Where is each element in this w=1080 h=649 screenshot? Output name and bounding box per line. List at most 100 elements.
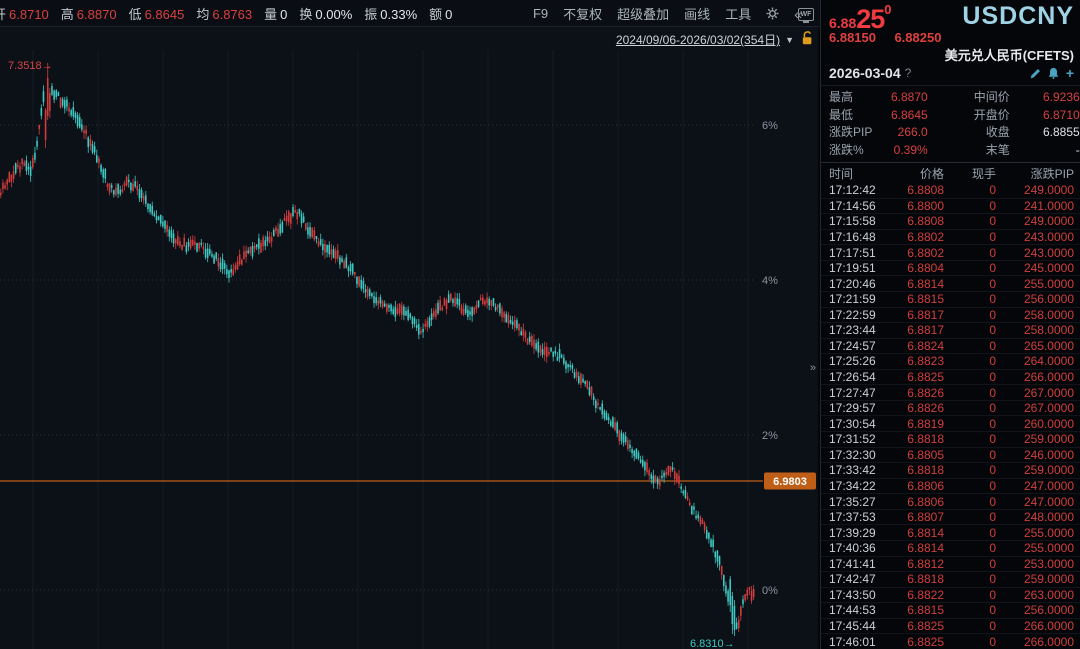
tick-time: 17:32:30: [829, 447, 876, 462]
unlock-icon[interactable]: [801, 31, 814, 48]
tick-pip: 256.0000: [1023, 603, 1074, 618]
menu-item-不复权[interactable]: 不复权: [563, 4, 602, 23]
tick-pip: 245.0000: [1023, 261, 1074, 276]
tick-row[interactable]: 17:25:26 6.8823 0 264.0000: [821, 354, 1080, 370]
tick-price: 6.8815: [907, 603, 944, 618]
tick-time: 17:20:46: [829, 276, 876, 291]
tick-row[interactable]: 17:27:47 6.8826 0 267.0000: [821, 385, 1080, 401]
tick-price: 6.8823: [907, 354, 944, 369]
date-range-label: 2024/09/06-2026/03/02(354日): [615, 33, 781, 47]
tick-row[interactable]: 17:42:47 6.8818 0 259.0000: [821, 572, 1080, 588]
tick-row[interactable]: 17:26:54 6.8825 0 266.0000: [821, 370, 1080, 386]
tick-price: 6.8808: [907, 214, 944, 229]
tick-row[interactable]: 17:43:50 6.8822 0 263.0000: [821, 588, 1080, 604]
stat-开: 开6.8710: [0, 6, 49, 22]
tick-hand: 0: [989, 307, 996, 322]
tick-row[interactable]: 17:16:48 6.8802 0 243.0000: [821, 230, 1080, 246]
tick-hand: 0: [989, 634, 996, 649]
tick-pip: 267.0000: [1023, 401, 1074, 416]
gear-icon[interactable]: [766, 7, 779, 20]
edit-icon[interactable]: [1030, 68, 1041, 79]
summary-label: 涨跌%: [829, 142, 864, 157]
tick-pip: 247.0000: [1023, 478, 1074, 493]
summary-value: 6.8855: [1043, 125, 1080, 139]
tick-table: 17:12:42 6.8808 0 249.0000 17:14:56 6.8800 0 24…: [821, 183, 1080, 649]
menu-item-超级叠加[interactable]: 超级叠加: [617, 4, 669, 23]
tick-row[interactable]: 17:39:29 6.8814 0 255.0000: [821, 525, 1080, 541]
tick-pip: 263.0000: [1023, 587, 1074, 602]
tick-row[interactable]: 17:45:44 6.8825 0 266.0000: [821, 619, 1080, 635]
tick-col-涨跌PIP: 涨跌PIP: [1030, 166, 1074, 181]
tick-row[interactable]: 17:41:41 6.8812 0 253.0000: [821, 557, 1080, 573]
tick-row[interactable]: 17:21:59 6.8815 0 256.0000: [821, 292, 1080, 308]
tick-row[interactable]: 17:12:42 6.8808 0 249.0000: [821, 183, 1080, 199]
tick-time: 17:40:36: [829, 541, 876, 556]
tick-pip: 249.0000: [1023, 214, 1074, 229]
tick-row[interactable]: 17:20:46 6.8814 0 255.0000: [821, 276, 1080, 292]
tick-table-header: 时间 价格 现手 涨跌PIP: [821, 163, 1080, 183]
tick-pip: 266.0000: [1023, 370, 1074, 385]
tick-hand: 0: [989, 261, 996, 276]
tick-hand: 0: [989, 416, 996, 431]
svg-text:6.9803: 6.9803: [773, 476, 807, 488]
tick-time: 17:23:44: [829, 323, 876, 338]
tick-row[interactable]: 17:23:44 6.8817 0 258.0000: [821, 323, 1080, 339]
tick-pip: 266.0000: [1023, 619, 1074, 634]
tick-price: 6.8817: [907, 307, 944, 322]
tick-row[interactable]: 17:22:59 6.8817 0 258.0000: [821, 308, 1080, 324]
help-icon[interactable]: ?: [904, 66, 912, 80]
tick-pip: 241.0000: [1023, 198, 1074, 213]
tick-row[interactable]: 17:33:42 6.8818 0 259.0000: [821, 463, 1080, 479]
summary-value: 6.8710: [1043, 107, 1080, 122]
last-price-sup: 0: [884, 2, 892, 17]
tick-hand: 0: [989, 354, 996, 369]
tick-hand: 0: [989, 198, 996, 213]
alert-bell-icon[interactable]: [1048, 67, 1059, 79]
last-price: 6.88250: [829, 2, 892, 35]
tick-price: 6.8814: [907, 541, 944, 556]
tick-row[interactable]: 17:34:22 6.8806 0 247.0000: [821, 479, 1080, 495]
tick-pip: 258.0000: [1023, 307, 1074, 322]
quote-summary: 最高 6.8870 中间价 6.9236 最低 6.8645 开盘价 6.8710 涨跌PIP 2…: [821, 85, 1080, 163]
stat-均: 均 6.8763: [196, 6, 253, 22]
tick-row[interactable]: 17:19:51 6.8804 0 245.0000: [821, 261, 1080, 277]
svg-text:0%: 0%: [762, 585, 778, 597]
summary-label: 涨跌PIP: [829, 125, 873, 139]
tick-pip: 247.0000: [1023, 494, 1074, 509]
session-stats: 开6.8710 高6.8870 低6.8645 均6.8763 量0 换0.00% 振0.3…: [0, 4, 452, 23]
tick-row[interactable]: 17:35:27 6.8806 0 247.0000: [821, 494, 1080, 510]
panel-resize-handle[interactable]: »: [809, 362, 816, 374]
quote-panel: 6.88250 USDCNY 6.88150 6.88250 美元兑人民币(CF…: [820, 0, 1080, 649]
tick-price: 6.8814: [907, 525, 944, 540]
tick-hand: 0: [989, 541, 996, 556]
tick-row[interactable]: 17:32:30 6.8805 0 246.0000: [821, 448, 1080, 464]
candlestick-chart[interactable]: 6% 4% 2% 0% 6.9803 7.3518→ 6.8310→: [0, 27, 818, 649]
menu-item-画线[interactable]: 画线: [684, 4, 710, 23]
tick-row[interactable]: 17:40:36 6.8814 0 255.0000: [821, 541, 1080, 557]
tick-row[interactable]: 17:46:01 6.8825 0 266.0000: [821, 634, 1080, 649]
tick-pip: 255.0000: [1023, 541, 1074, 556]
summary-label: 末笔: [985, 142, 1010, 157]
tick-row[interactable]: 17:44:53 6.8815 0 256.0000: [821, 603, 1080, 619]
tick-hand: 0: [989, 510, 996, 525]
tick-row[interactable]: 17:17:51 6.8802 0 243.0000: [821, 245, 1080, 261]
tick-price: 6.8826: [907, 401, 944, 416]
tick-time: 17:33:42: [829, 463, 876, 478]
tick-row[interactable]: 17:30:54 6.8819 0 260.0000: [821, 416, 1080, 432]
tick-col-时间: 时间: [829, 166, 854, 181]
tick-row[interactable]: 17:37:53 6.8807 0 248.0000: [821, 510, 1080, 526]
tick-row[interactable]: 17:14:56 6.8800 0 241.0000: [821, 199, 1080, 215]
tick-row[interactable]: 17:15:58 6.8808 0 249.0000: [821, 214, 1080, 230]
tick-price: 6.8808: [907, 183, 944, 198]
tick-price: 6.8824: [907, 338, 944, 353]
menu-item-工具[interactable]: 工具: [725, 4, 751, 23]
date-range-selector[interactable]: 2024/09/06-2026/03/02(354日) ▼: [616, 31, 794, 48]
tick-row[interactable]: 17:29:57 6.8826 0 267.0000: [821, 401, 1080, 417]
tick-time: 17:25:26: [829, 354, 876, 369]
tick-row[interactable]: 17:31:52 6.8818 0 259.0000: [821, 432, 1080, 448]
add-icon[interactable]: +: [1065, 65, 1074, 81]
menu-item-F9[interactable]: F9: [532, 6, 549, 21]
tick-row[interactable]: 17:24:57 6.8824 0 265.0000: [821, 339, 1080, 355]
tick-time: 17:35:27: [829, 494, 876, 509]
tick-time: 17:39:29: [829, 525, 876, 540]
